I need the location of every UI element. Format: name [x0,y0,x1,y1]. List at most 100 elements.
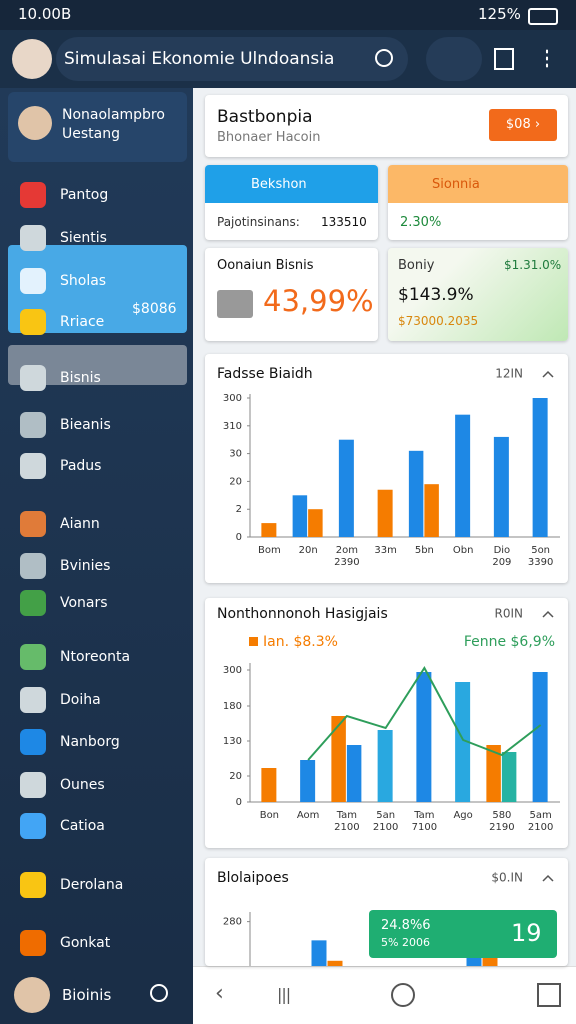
sidebar-item[interactable]: Bisnis [20,365,101,391]
nav-home[interactable] [391,983,415,1007]
chart-period: $0.IN [491,871,523,885]
bottom-nav: ‹ ||| [193,966,576,1024]
y-tick-label: 280 [223,917,242,928]
bar [532,398,548,537]
chart-period: R0IN [495,607,524,621]
y-tick-label: 180 [223,701,242,712]
y-tick-label: 0 [236,532,242,543]
sidebar-item[interactable]: Nanborg [20,729,120,755]
bar [455,682,471,802]
sidebar-item[interactable]: Sholas [20,268,106,294]
y-tick-label: 310 [223,421,242,432]
nav-recent[interactable]: ||| [277,985,291,1004]
item-label: Sientis [60,230,107,246]
bar [501,752,517,802]
header-subtitle: Bhonaer Hacoin [217,130,321,145]
home-icon[interactable] [494,48,514,70]
y-tick-label: 130 [223,736,242,747]
callout-line: 24.8%6 [381,918,431,933]
sidebar-item[interactable]: Vonars [20,590,108,616]
sidebar-item[interactable]: Catioa [20,813,105,839]
chart-card: Blolaipoes $0.IN 280 24.8%6 5% 2006 19 [205,858,568,966]
sidebar-item[interactable]: Doiha [20,687,101,713]
search-bar[interactable] [56,37,408,81]
orange-value: 2.30% [400,215,442,230]
bar [311,940,327,966]
item-label: Pantog [60,187,109,203]
avatar[interactable] [12,39,52,79]
menu-icon[interactable] [545,48,549,68]
sidebar-item[interactable]: Gonkat [20,930,110,956]
bar [377,730,393,802]
item-label: Nanborg [60,734,120,750]
green-card: Boniy $1.31.0% $143.9% $73000.2035 [388,248,568,341]
x-tick-label: 580 2190 [489,810,514,833]
item-icon [20,309,46,335]
x-tick-label: 5on 3390 [528,545,553,568]
bar [532,672,548,802]
sidebar-item[interactable]: Ntoreonta [20,644,130,670]
header-card: Bastbonpia Bhonaer Hacoin $08 › [205,95,568,157]
profile-button[interactable] [426,37,482,81]
x-tick-label: Tam 7100 [412,810,437,833]
app-bar: Simulasai Ekonomie Ulndoansia [0,30,576,88]
x-tick-label: Ago [453,810,472,821]
item-label: Vonars [60,595,108,611]
sidebar-item[interactable]: Aiann [20,511,100,537]
sidebar-item[interactable]: Padus [20,453,101,479]
x-tick-label: Bon [260,810,279,821]
y-tick-label: 2 [236,504,242,515]
item-icon [20,182,46,208]
collapse-icon [542,370,554,378]
app-title: Simulasai Ekonomie Ulndoansia [64,49,335,69]
collapse-icon [542,610,554,618]
collapse-icon [542,874,554,882]
y-tick-label: 300 [223,393,242,404]
item-label: Bvinies [60,558,111,574]
chart-title: Nonthonnonoh Hasigjais [217,606,388,622]
blue-card[interactable]: Bekshon Pajotinsinans: 133510 [205,165,378,240]
bar [486,745,501,802]
profile-name: Nonaolampbro Uestang [62,106,165,144]
item-icon [20,225,46,251]
orange-card[interactable]: Sionnia 2.30% [388,165,568,240]
header-button[interactable]: $08 › [489,109,557,141]
item-value: $8086 [132,301,177,317]
sidebar-item[interactable]: Bvinies [20,553,110,579]
x-tick-label: Dio 209 [492,545,511,568]
blue-label: Pajotinsinans: [217,215,300,229]
sidebar-item[interactable]: Derolana [20,872,123,898]
green-value: $143.9% [398,285,474,305]
bar [331,716,346,802]
item-label: Sholas [60,273,107,289]
time: 10.00B [18,5,72,23]
battery: 125% [478,5,521,23]
sidebar-item[interactable]: Bieanis [20,412,111,438]
line [307,666,542,761]
annotation: Ian. $8.3% [263,634,338,650]
item-icon [20,268,46,294]
green-sub: $73000.2035 [398,314,479,328]
sidebar-item[interactable]: Pantog [20,182,108,208]
nav-close[interactable] [537,983,561,1007]
item-label: Catioa [60,818,105,834]
green-badge: $1.31.0% [504,258,562,272]
blue-card-head [205,165,378,203]
chart-period: 12IN [495,367,523,381]
sidebar-item[interactable]: Sientis [20,225,107,251]
y-tick-label: 20 [229,476,242,487]
sidebar-item[interactable]: Rriace [20,309,104,335]
bar [346,745,362,802]
bar [308,509,323,537]
footer-search[interactable] [150,984,168,1002]
orange-card-head [388,165,568,203]
item-icon [20,365,46,391]
x-tick-label: Tam 2100 [334,810,359,833]
green-title: Boniy [398,258,435,273]
item-icon [20,412,46,438]
online-value: 43,99% [263,284,374,318]
search-icon[interactable] [375,49,393,67]
nav-back[interactable]: ‹ [215,981,224,1006]
item-label: Derolana [60,877,124,893]
sidebar-item[interactable]: Ounes [20,772,105,798]
